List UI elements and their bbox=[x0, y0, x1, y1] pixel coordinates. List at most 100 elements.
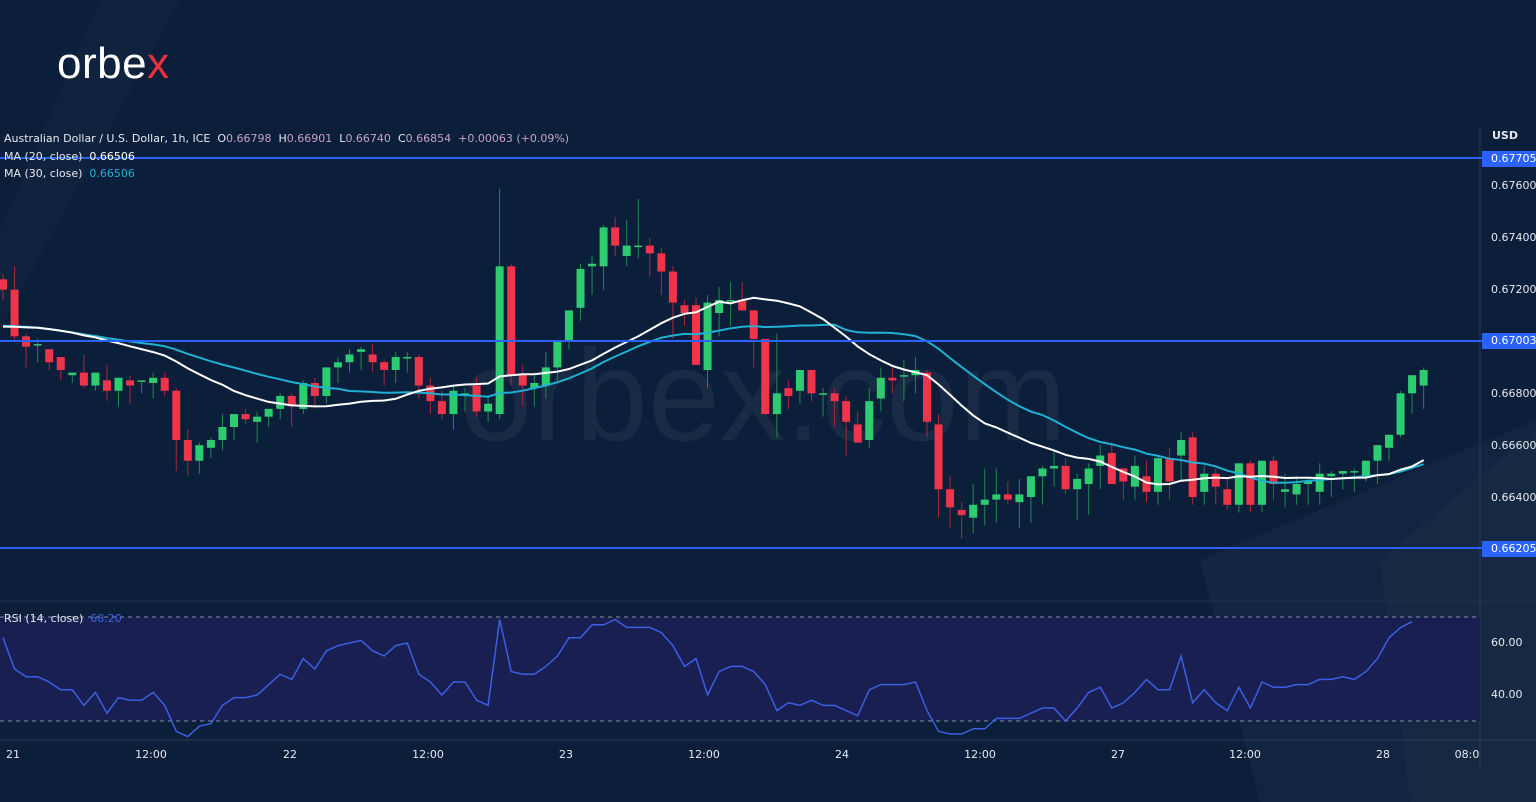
candle bbox=[1165, 458, 1174, 482]
candle bbox=[541, 367, 550, 386]
candle bbox=[830, 393, 839, 402]
time-label: 24 bbox=[835, 748, 849, 761]
time-label: 12:00 bbox=[688, 748, 720, 761]
time-label: 28 bbox=[1376, 748, 1390, 761]
time-label: 12:00 bbox=[964, 748, 996, 761]
candle bbox=[449, 390, 458, 415]
candle bbox=[56, 357, 65, 371]
candle bbox=[79, 372, 88, 386]
candle bbox=[680, 305, 689, 313]
candle bbox=[333, 362, 342, 368]
time-label: 22 bbox=[283, 748, 297, 761]
candle bbox=[588, 263, 597, 267]
candle bbox=[1061, 465, 1070, 490]
candle bbox=[611, 227, 620, 246]
ma30-legend[interactable]: MA (30, close) 0.66506 bbox=[4, 167, 135, 180]
candle bbox=[957, 509, 966, 516]
candle bbox=[137, 380, 146, 382]
candle bbox=[33, 344, 42, 346]
candle bbox=[992, 494, 1001, 500]
candle bbox=[784, 388, 793, 396]
candle bbox=[126, 380, 135, 386]
candle bbox=[1177, 439, 1186, 456]
candle bbox=[1038, 468, 1047, 477]
candle bbox=[345, 354, 354, 363]
candle bbox=[1315, 473, 1324, 492]
candle bbox=[530, 382, 539, 389]
open-value: 0.66798 bbox=[226, 132, 272, 145]
price-tick: 0.67200 bbox=[1491, 283, 1536, 296]
candle bbox=[969, 504, 978, 518]
ma20-legend[interactable]: MA (20, close) 0.66506 bbox=[4, 150, 135, 163]
candle bbox=[1396, 393, 1405, 435]
price-tick: 0.66800 bbox=[1491, 387, 1536, 400]
candle bbox=[91, 372, 100, 386]
orbex-logo: orbex bbox=[57, 39, 170, 88]
candle bbox=[1373, 445, 1382, 461]
candle bbox=[934, 424, 943, 490]
candle bbox=[437, 401, 446, 415]
candle bbox=[946, 489, 955, 508]
candle bbox=[241, 414, 250, 420]
candle bbox=[10, 289, 19, 337]
candle bbox=[461, 393, 469, 395]
candle bbox=[507, 266, 516, 376]
candle bbox=[645, 245, 654, 254]
candle bbox=[114, 377, 123, 391]
candle bbox=[1015, 494, 1024, 503]
candle bbox=[195, 445, 204, 461]
rsi-value: 68.20 bbox=[90, 612, 122, 625]
candle bbox=[276, 395, 285, 409]
high-value: 0.66901 bbox=[286, 132, 333, 145]
candle bbox=[576, 268, 585, 308]
candle bbox=[206, 439, 215, 448]
price-tick: 0.66600 bbox=[1491, 439, 1536, 452]
rsi-band bbox=[0, 617, 1480, 721]
candle bbox=[795, 370, 804, 391]
candle bbox=[842, 401, 851, 422]
price-tag-0.67003: 0.67003 bbox=[1482, 333, 1536, 349]
candle bbox=[1257, 460, 1266, 505]
candle bbox=[622, 245, 631, 256]
candle bbox=[68, 372, 77, 376]
candle bbox=[287, 395, 296, 407]
candle bbox=[484, 403, 493, 412]
close-value: 0.66854 bbox=[405, 132, 452, 145]
rsi-legend[interactable]: RSI (14, close) 68.20 bbox=[4, 612, 122, 625]
candle bbox=[149, 377, 158, 383]
symbol-legend: Australian Dollar / U.S. Dollar, 1h, ICE… bbox=[4, 132, 570, 145]
candle bbox=[357, 349, 366, 352]
candle bbox=[923, 372, 931, 422]
candle bbox=[1361, 460, 1370, 477]
candle bbox=[1304, 481, 1313, 485]
candle bbox=[703, 302, 712, 371]
time-label: 21 bbox=[6, 748, 20, 761]
candle bbox=[45, 349, 54, 363]
candle bbox=[1211, 473, 1220, 487]
ma20-line bbox=[2, 296, 1425, 486]
time-label: 08:0 bbox=[1454, 748, 1480, 761]
candle bbox=[853, 424, 862, 443]
price-tick: 0.67600 bbox=[1491, 179, 1536, 192]
candle bbox=[230, 414, 238, 428]
candle bbox=[668, 271, 677, 303]
candle bbox=[1050, 465, 1059, 469]
candle bbox=[1269, 460, 1278, 485]
candle bbox=[1246, 463, 1255, 505]
candle bbox=[553, 341, 562, 368]
candle bbox=[299, 382, 308, 409]
candle bbox=[1350, 471, 1359, 473]
candle bbox=[1188, 437, 1197, 498]
candle bbox=[1142, 476, 1151, 492]
candle bbox=[657, 253, 666, 272]
price-tick: 0.66400 bbox=[1491, 491, 1536, 504]
price-tick: 0.67400 bbox=[1491, 231, 1536, 244]
ma20-value: 0.66506 bbox=[89, 150, 135, 163]
candle bbox=[322, 367, 331, 396]
candle bbox=[715, 300, 724, 313]
low-value: 0.66740 bbox=[345, 132, 391, 145]
candle bbox=[1385, 434, 1393, 448]
candle bbox=[310, 382, 319, 396]
candle bbox=[807, 370, 816, 394]
